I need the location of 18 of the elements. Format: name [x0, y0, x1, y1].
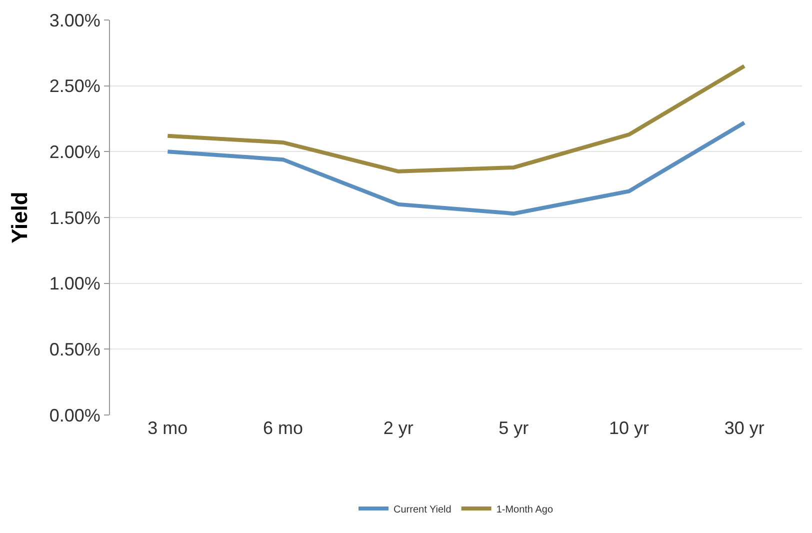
y-tick-label: 2.50%	[49, 76, 100, 96]
line-series	[166, 64, 746, 174]
y-tick-label: 2.00%	[49, 142, 100, 162]
y-tick-label: 0.00%	[49, 405, 100, 426]
y-tick-label: 0.50%	[49, 339, 100, 360]
x-tick-label: 10 yr	[608, 418, 650, 438]
y-tick-label: 1.00%	[49, 274, 100, 294]
y-axis-title: Yield	[7, 192, 32, 244]
x-tick-label: 30 yr	[724, 418, 764, 438]
x-tick-label: 2 yr	[383, 418, 414, 438]
legend-label: Current Yield	[394, 504, 452, 516]
y-tick-label: 3.00%	[49, 10, 100, 30]
line-series	[166, 120, 746, 216]
y-tick-label: 1.50%	[49, 208, 100, 228]
x-tick-label: 3 mo	[148, 418, 188, 438]
x-tick-label: 5 yr	[498, 418, 529, 438]
legend-label: 1-Month Ago	[496, 504, 554, 516]
x-tick-label: 6 mo	[262, 418, 304, 438]
